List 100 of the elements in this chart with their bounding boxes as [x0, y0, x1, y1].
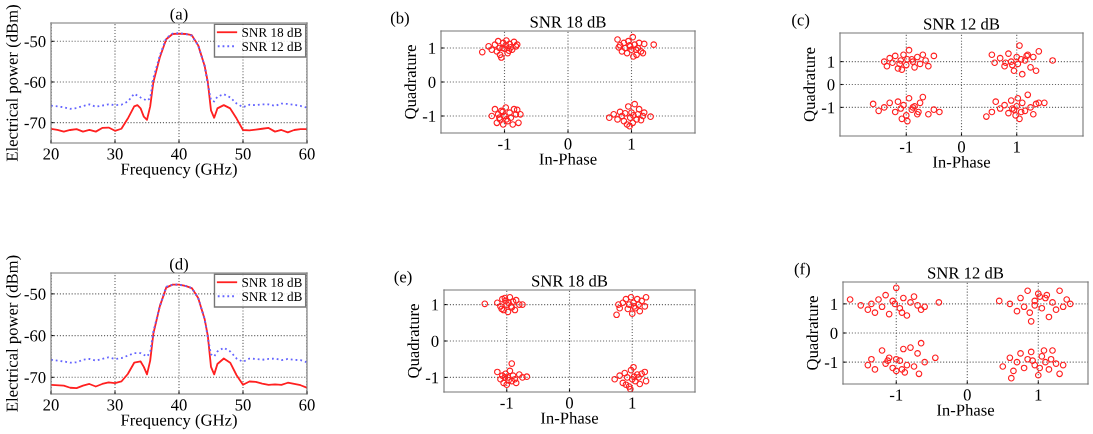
point: [892, 284, 900, 292]
y-tick-label: -70: [24, 117, 46, 129]
point: [896, 60, 903, 68]
y-tick-label: 0: [827, 79, 835, 91]
point: [896, 357, 904, 365]
point: [488, 112, 496, 120]
y-tick-label: -50: [24, 36, 46, 48]
y-tick-label: 0: [431, 335, 439, 347]
point: [868, 300, 875, 308]
point: [1038, 304, 1046, 312]
point: [1031, 301, 1039, 309]
point: [1029, 53, 1037, 61]
point: [907, 299, 914, 306]
point: [898, 66, 906, 73]
point: [921, 358, 928, 366]
y-tick-label: -60: [24, 76, 46, 88]
point: [871, 366, 879, 373]
point: [846, 296, 854, 303]
x-axis-title: In-Phase: [932, 155, 991, 168]
point: [921, 303, 928, 311]
point: [1038, 352, 1046, 360]
y-axis-title: Electrical power (dBm): [6, 255, 22, 412]
point: [1014, 94, 1022, 102]
y-tick-label: -1: [821, 102, 835, 114]
x-tick-label: 1: [628, 138, 635, 150]
x-tick-label: 30: [107, 399, 123, 411]
point: [519, 301, 526, 308]
point: [1017, 350, 1024, 357]
point: [1049, 57, 1056, 64]
x-tick-label: 50: [235, 148, 251, 160]
point: [1007, 97, 1015, 104]
point: [871, 309, 879, 316]
point: [614, 116, 621, 123]
point: [1042, 358, 1049, 366]
point: [1052, 306, 1060, 314]
point: [995, 297, 1003, 305]
point: [1001, 101, 1008, 109]
point: [905, 94, 913, 102]
point: [1020, 303, 1028, 311]
point: [636, 307, 644, 315]
x-tick-label: 1: [629, 397, 636, 409]
point: [642, 293, 650, 301]
point: [936, 108, 943, 116]
point: [1027, 348, 1035, 356]
point: [605, 114, 613, 122]
x-tick-label: 20: [43, 148, 59, 160]
point: [616, 304, 624, 312]
point: [615, 301, 622, 308]
point: [611, 375, 619, 383]
point: [640, 109, 648, 116]
point: [503, 37, 510, 44]
y-tick-label: 1: [828, 56, 835, 68]
y-tick-label: -1: [422, 110, 436, 122]
point: [900, 101, 907, 109]
y-axis-title: Quadrature: [803, 47, 818, 122]
point: [992, 98, 1000, 105]
y-axis-title: Quadrature: [404, 45, 419, 119]
point: [610, 110, 618, 118]
point: [891, 52, 899, 60]
point: [931, 354, 939, 362]
point: [1059, 303, 1067, 311]
point: [629, 33, 637, 41]
point: [889, 297, 897, 305]
point: [910, 293, 918, 300]
y-tick-label: 1: [831, 298, 838, 310]
chart-title: (d): [170, 257, 188, 273]
point: [481, 300, 489, 308]
point: [628, 109, 635, 116]
point: [900, 51, 907, 59]
point: [1005, 50, 1012, 57]
point: [1035, 47, 1043, 55]
point: [1027, 318, 1035, 325]
x-axis-title: In-Phase: [540, 411, 599, 424]
point: [900, 345, 907, 353]
point: [878, 303, 886, 311]
point: [613, 311, 620, 319]
y-axis-title: Electrical power (dBm): [6, 5, 22, 162]
legend-label: SNR 12 dB: [242, 291, 302, 302]
point: [996, 54, 1004, 62]
point: [638, 297, 645, 305]
x-axis-title: Frequency (GHz): [120, 413, 237, 430]
chart-title: (a): [170, 7, 188, 23]
chart-title: SNR 18 dB: [530, 15, 606, 28]
point: [628, 310, 636, 318]
x-axis-title: In-Phase: [936, 403, 995, 416]
point: [1016, 42, 1023, 49]
point: [880, 104, 888, 111]
point: [1006, 354, 1014, 362]
legend-label: SNR 12 dB: [242, 41, 302, 52]
x-tick-label: 0: [963, 389, 971, 401]
chart-title: SNR 12 dB: [928, 266, 1004, 279]
point: [1056, 287, 1063, 295]
point: [1041, 99, 1048, 107]
point: [1066, 300, 1074, 308]
point: [889, 59, 896, 67]
y-tick-label: 1: [429, 42, 436, 54]
y-tick-label: 1: [432, 299, 439, 311]
point: [1031, 297, 1039, 305]
point: [898, 309, 906, 316]
point: [1049, 347, 1056, 354]
